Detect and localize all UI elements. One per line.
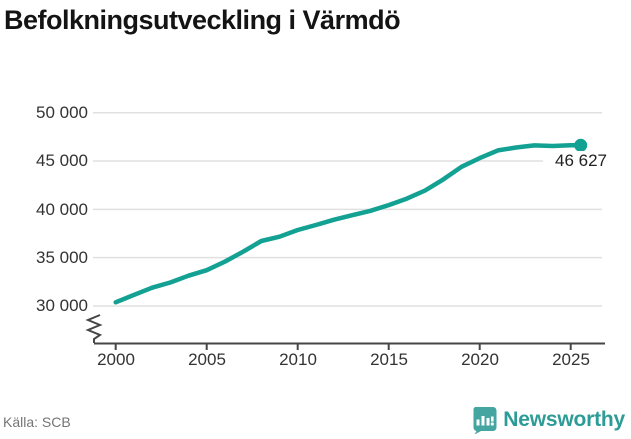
logo-exclamation-dot: [490, 421, 495, 426]
latest-value-label: 46 627: [543, 151, 607, 171]
x-tick-label: 2020: [461, 350, 499, 369]
newsworthy-logo-icon: [473, 406, 497, 434]
newsworthy-wordmark: Newsworthy: [503, 408, 625, 431]
y-tick-label: 45 000: [36, 151, 88, 170]
source-note: Källa: SCB: [3, 414, 71, 430]
logo-bar-medium: [486, 417, 490, 425]
y-tick-label: 50 000: [36, 102, 88, 122]
gridlines: [93, 111, 602, 307]
population-line: [113, 142, 583, 305]
y-tick-label: 40 000: [36, 199, 88, 219]
newsworthy-branding: Newsworthy: [471, 404, 625, 436]
latest-value-dot: [574, 138, 588, 152]
x-tick-label: 2010: [279, 350, 317, 369]
logo-exclamation-bar: [491, 416, 494, 421]
y-axis-break-icon: [85, 314, 103, 343]
logo-bar-tall: [481, 415, 485, 425]
logo-bar-small: [476, 419, 480, 425]
y-tick-label: 30 000: [36, 296, 88, 315]
x-tick-label: 2000: [97, 350, 135, 369]
y-tick-label: 35 000: [36, 247, 88, 267]
page-title: Befolkningsutveckling i Värmdö: [4, 5, 401, 35]
x-tick-label: 2015: [370, 350, 408, 369]
x-tick-label: 2005: [188, 350, 226, 369]
x-axis-ticks: [114, 343, 572, 350]
x-tick-label: 2025: [552, 350, 590, 369]
